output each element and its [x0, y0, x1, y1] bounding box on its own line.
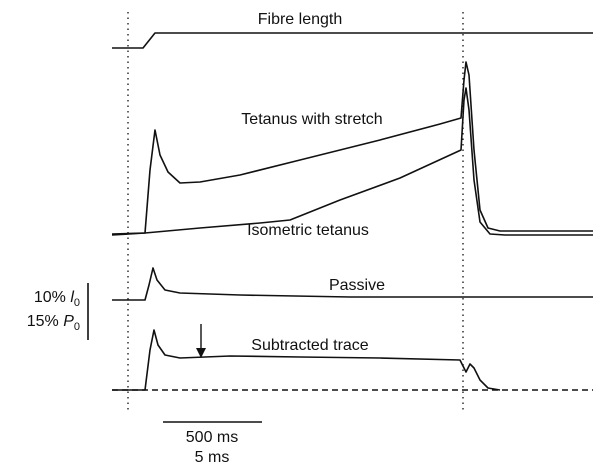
label-symbol: l: [70, 289, 74, 306]
trace-label: Isometric tetanus: [247, 222, 369, 239]
subtracted-trace: [112, 329, 501, 391]
trace-label: Passive: [329, 277, 385, 294]
fibre-length-trace: [112, 32, 593, 49]
label-prefix: 10%: [34, 289, 66, 306]
trace-label: Tetanus with stretch: [241, 111, 382, 128]
label-symbol: P: [63, 313, 74, 330]
tetanus-with-stretch-trace: [111, 61, 593, 235]
isometric-tetanus-trace: [111, 87, 593, 236]
length-scale-label: 10% l0: [34, 289, 80, 309]
time-scale-label: 500 ms: [186, 429, 238, 446]
arrow-head: [196, 348, 206, 358]
trace-label: Subtracted trace: [251, 337, 369, 354]
label-prefix: 15%: [27, 313, 59, 330]
label-subscript: 0: [74, 297, 80, 309]
passive-trace: [112, 267, 593, 301]
time-scale-label: 5 ms: [195, 449, 230, 466]
force-scale-label: 15% P0: [27, 313, 80, 333]
label-subscript: 0: [74, 321, 80, 333]
trace-label: Fibre length: [258, 11, 343, 28]
